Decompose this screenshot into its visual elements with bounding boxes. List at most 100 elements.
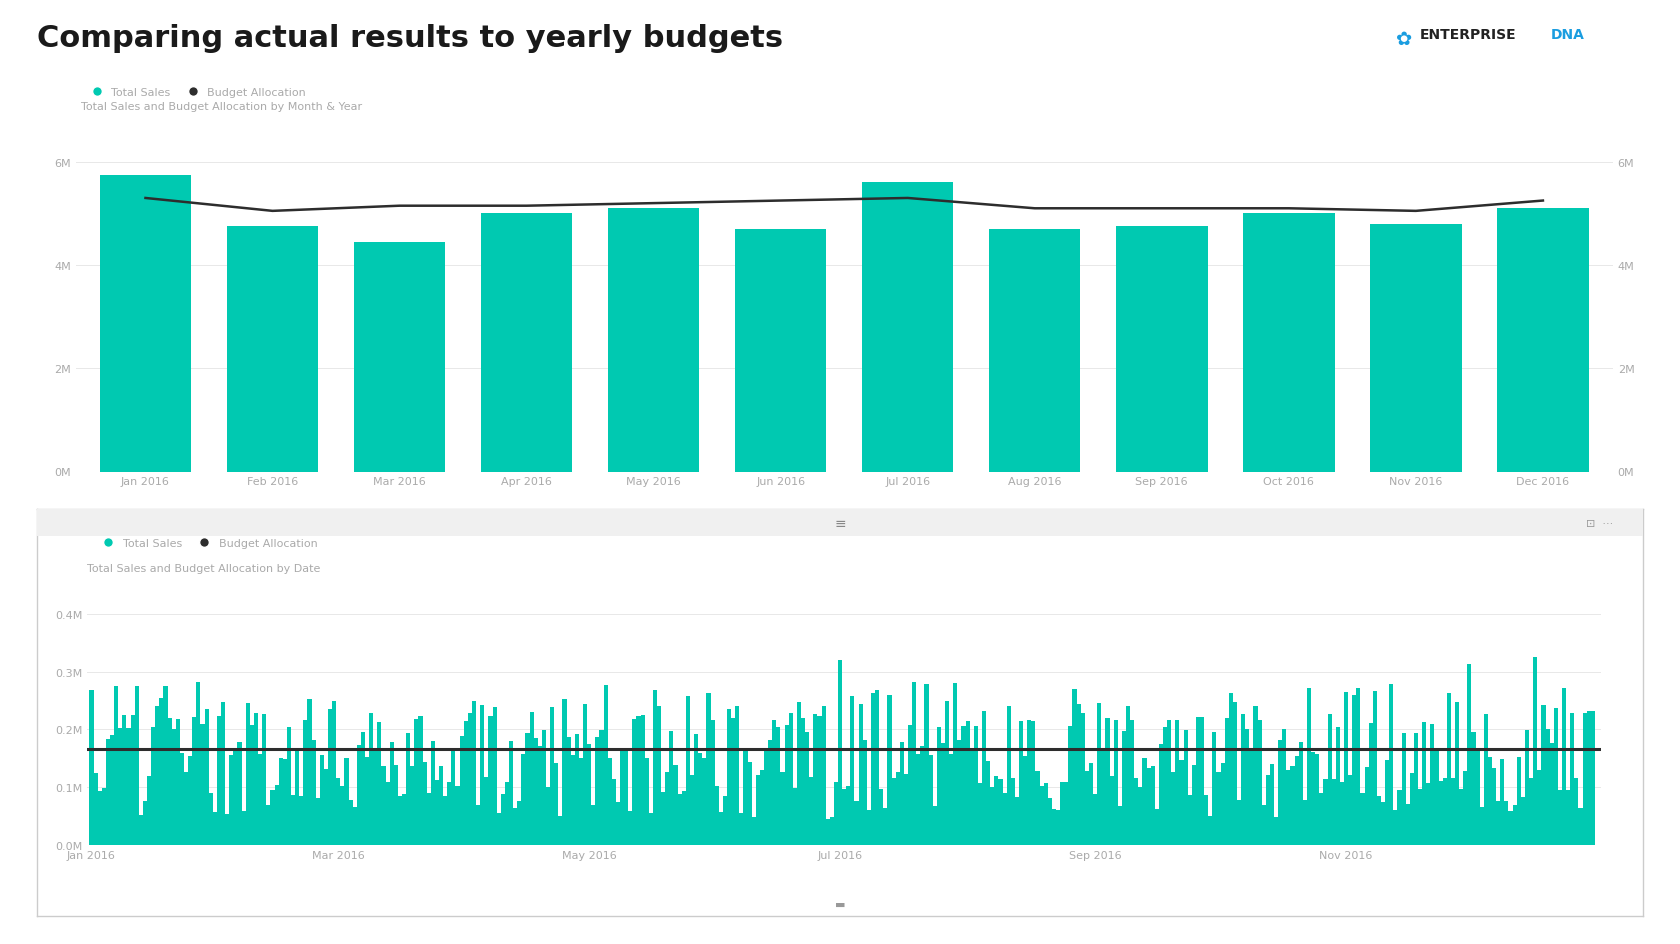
- Bar: [291, 795, 296, 845]
- Bar: [583, 704, 586, 845]
- Bar: [386, 783, 390, 845]
- Bar: [554, 764, 558, 845]
- Bar: [833, 783, 838, 845]
- Bar: [296, 750, 299, 845]
- Bar: [390, 742, 393, 845]
- Bar: [328, 710, 333, 845]
- Bar: [188, 757, 192, 845]
- Bar: [1591, 712, 1594, 845]
- Bar: [1529, 778, 1534, 845]
- Bar: [131, 716, 134, 845]
- Bar: [657, 706, 662, 845]
- Bar: [1015, 797, 1020, 845]
- Bar: [850, 696, 855, 845]
- Bar: [1225, 718, 1228, 845]
- Bar: [1546, 730, 1549, 845]
- Bar: [879, 789, 884, 845]
- Bar: [452, 749, 455, 845]
- Bar: [571, 755, 575, 845]
- Bar: [139, 815, 143, 845]
- Bar: [118, 728, 123, 845]
- Bar: [543, 731, 546, 845]
- Bar: [1406, 804, 1410, 845]
- Bar: [640, 715, 645, 845]
- Bar: [1196, 717, 1200, 845]
- Bar: [1435, 750, 1438, 845]
- Bar: [768, 740, 773, 845]
- Bar: [558, 816, 563, 845]
- Bar: [674, 766, 677, 845]
- Bar: [608, 209, 699, 472]
- Bar: [447, 782, 452, 845]
- Bar: [842, 789, 847, 845]
- Bar: [1534, 657, 1537, 845]
- Bar: [645, 758, 648, 845]
- Bar: [563, 700, 566, 845]
- Bar: [1480, 807, 1483, 845]
- Bar: [983, 711, 986, 845]
- Bar: [148, 776, 151, 845]
- Bar: [1307, 689, 1310, 845]
- Bar: [242, 811, 245, 845]
- Bar: [961, 726, 966, 845]
- Bar: [603, 685, 608, 845]
- Bar: [796, 702, 801, 845]
- Bar: [1336, 728, 1341, 845]
- Bar: [549, 707, 554, 845]
- Bar: [1421, 722, 1426, 845]
- Bar: [1011, 779, 1015, 845]
- Bar: [489, 716, 492, 845]
- Bar: [217, 716, 222, 845]
- Bar: [1438, 781, 1443, 845]
- Bar: [953, 683, 958, 845]
- Bar: [185, 772, 188, 845]
- Bar: [1356, 688, 1361, 845]
- Bar: [1352, 696, 1356, 845]
- Bar: [1315, 754, 1319, 845]
- Bar: [1109, 776, 1114, 845]
- Bar: [1052, 809, 1057, 845]
- Bar: [538, 747, 543, 845]
- Bar: [1023, 756, 1026, 845]
- Bar: [521, 754, 526, 845]
- Bar: [1262, 805, 1265, 845]
- Bar: [274, 784, 279, 845]
- Bar: [512, 808, 517, 845]
- Bar: [702, 759, 706, 845]
- Bar: [1566, 790, 1571, 845]
- Legend: Total Sales, Budget Allocation: Total Sales, Budget Allocation: [92, 533, 323, 552]
- Bar: [176, 719, 180, 845]
- Bar: [1319, 793, 1324, 845]
- Bar: [1282, 730, 1287, 845]
- Bar: [825, 819, 830, 845]
- Bar: [1557, 790, 1562, 845]
- Bar: [341, 786, 344, 845]
- Bar: [99, 176, 192, 472]
- Bar: [1077, 704, 1080, 845]
- Bar: [929, 755, 932, 845]
- Bar: [168, 718, 171, 845]
- Bar: [1048, 798, 1052, 845]
- Bar: [736, 706, 739, 845]
- Bar: [427, 793, 430, 845]
- Bar: [990, 787, 995, 845]
- Bar: [407, 733, 410, 845]
- Bar: [1154, 809, 1159, 845]
- Bar: [1369, 724, 1373, 845]
- Bar: [402, 794, 407, 845]
- Bar: [690, 775, 694, 845]
- Bar: [1072, 689, 1077, 845]
- Bar: [591, 805, 595, 845]
- Bar: [706, 694, 711, 845]
- Bar: [415, 719, 418, 845]
- Bar: [324, 769, 328, 845]
- Bar: [974, 727, 978, 845]
- Bar: [711, 720, 714, 845]
- Bar: [1371, 225, 1462, 472]
- Bar: [250, 725, 254, 845]
- Bar: [986, 761, 990, 845]
- Bar: [1032, 721, 1035, 845]
- Bar: [1562, 688, 1566, 845]
- Bar: [887, 696, 892, 845]
- Bar: [134, 686, 139, 845]
